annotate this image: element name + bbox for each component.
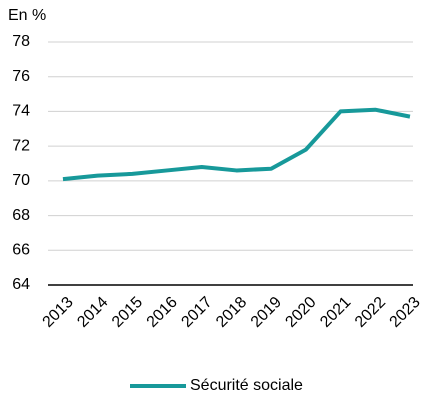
y-tick-label: 70	[12, 172, 30, 189]
x-tick-label: 2014	[74, 294, 111, 331]
x-tick-label: 2021	[317, 294, 354, 331]
x-tick-label: 2018	[213, 294, 250, 331]
y-tick-label: 68	[12, 207, 30, 224]
x-tick-label: 2016	[144, 294, 181, 331]
x-tick-label: 2015	[109, 294, 146, 331]
y-tick-label: 74	[12, 103, 30, 120]
y-tick-label: 78	[12, 33, 30, 50]
y-axis-label: En %	[8, 7, 46, 24]
x-tick-label: 2023	[387, 294, 424, 331]
x-tick-label: 2017	[178, 294, 215, 331]
data-line	[62, 107, 411, 182]
y-tick-label: 76	[12, 68, 30, 85]
x-tick-label: 2022	[352, 294, 389, 331]
x-tick-label: 2020	[282, 294, 319, 331]
y-tick-label: 72	[12, 137, 30, 154]
x-tick-label: 2013	[40, 294, 77, 331]
y-tick-label: 66	[12, 242, 30, 259]
legend-label: Sécurité sociale	[190, 377, 303, 394]
x-tick-label: 2019	[248, 294, 285, 331]
y-tick-label: 64	[12, 276, 30, 293]
